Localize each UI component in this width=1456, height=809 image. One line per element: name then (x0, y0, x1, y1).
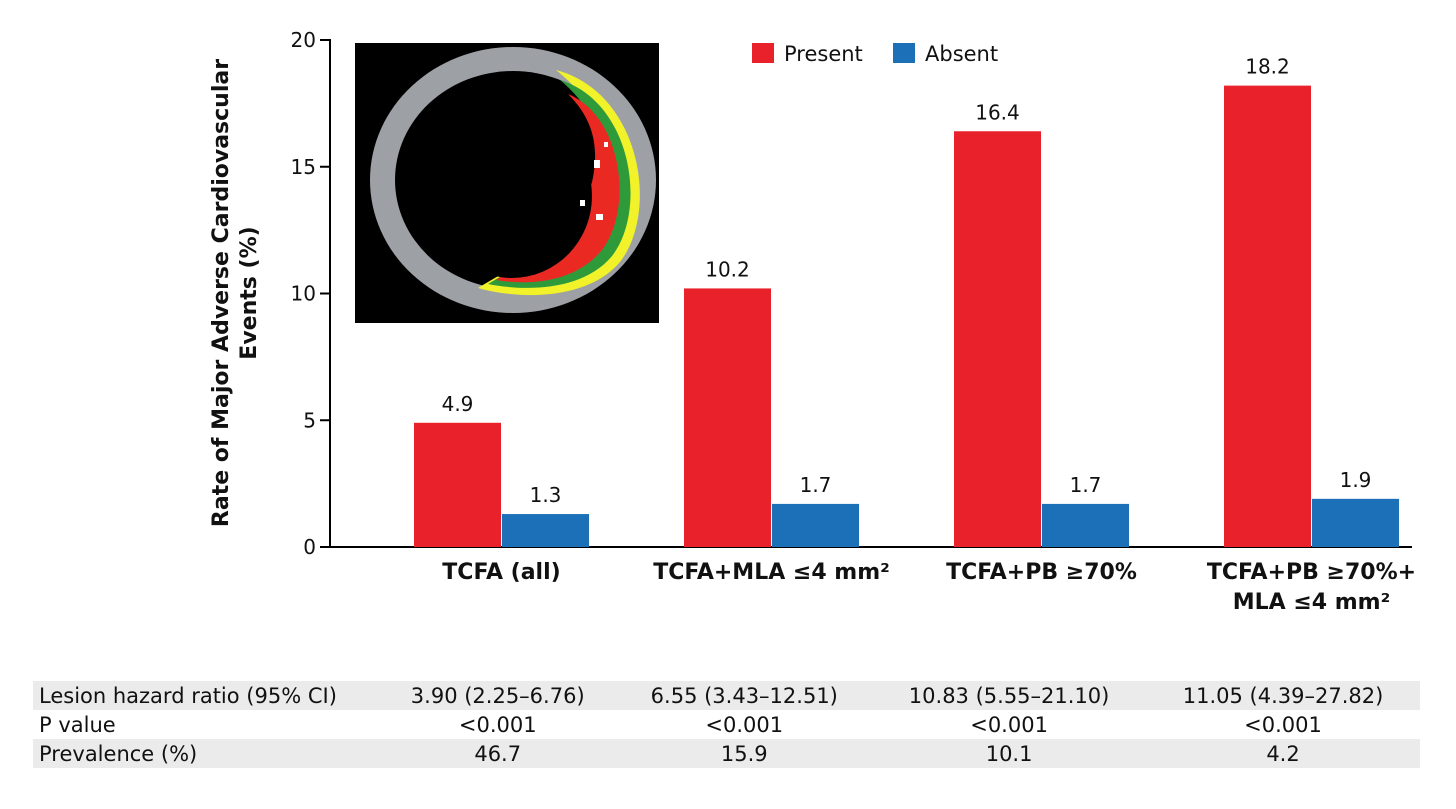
y-axis-title-line: Rate of Major Adverse Cardiovascular (209, 59, 234, 527)
data-label: 10.2 (705, 257, 750, 281)
stats-row: Prevalence (%) 46.7 15.9 10.1 4.2 (33, 739, 1420, 768)
bar-present (1224, 85, 1311, 547)
ivus-cross-section-image (355, 43, 659, 323)
stats-row-label: Lesion hazard ratio (95% CI) (33, 681, 379, 710)
x-category-label: TCFA (all) (442, 560, 560, 585)
bar-absent (772, 503, 859, 547)
legend-label-absent: Absent (925, 42, 998, 66)
bar-chart: 0 5 10 15 20 Rate of Major Adverse Cardiovasc… (209, 28, 1416, 615)
x-category-label: TCFA+PB ≥70% (946, 560, 1137, 585)
legend-swatch-present (752, 43, 774, 63)
statistics-table: Lesion hazard ratio (95% CI) 3.90 (2.25–6… (33, 681, 1420, 768)
y-tick-label: 20 (291, 28, 316, 52)
y-tick-label: 0 (303, 535, 316, 559)
stats-cell: 3.90 (2.25–6.76) (379, 681, 617, 710)
legend-label-present: Present (784, 42, 863, 66)
x-category-label-line: TCFA+MLA ≤4 mm² (653, 560, 890, 585)
stats-cell: <0.001 (705, 712, 784, 737)
bar-present (414, 422, 501, 547)
bar-absent (1312, 498, 1399, 547)
stats-cell: 4.2 (1146, 739, 1420, 768)
data-label: 18.2 (1245, 55, 1290, 79)
stats-cell: 11.05 (4.39–27.82) (1146, 681, 1420, 710)
stats-row-label: Prevalence (%) (33, 739, 379, 768)
data-label: 4.9 (442, 392, 474, 416)
stats-cell: 6.55 (3.43–12.51) (616, 681, 873, 710)
data-label: 1.7 (800, 473, 832, 497)
bar-present (684, 288, 771, 547)
x-category-label-line: TCFA+PB ≥70% (946, 560, 1137, 585)
y-axis-title-line: Events (%) (237, 226, 262, 359)
x-category-label-line: TCFA+PB ≥70%+ (1207, 560, 1416, 585)
stats-row: Lesion hazard ratio (95% CI) 3.90 (2.25–6… (33, 681, 1420, 710)
bar-absent (502, 514, 589, 547)
bar-absent (1042, 503, 1129, 547)
stats-cell: <0.001 (458, 712, 537, 737)
data-label: 1.3 (530, 483, 562, 507)
y-axis-title: Rate of Major Adverse Cardiovascular Even… (209, 59, 262, 527)
stats-cell: 15.9 (616, 739, 873, 768)
x-category-label-line: MLA ≤4 mm² (1233, 590, 1390, 615)
y-tick-label: 5 (303, 408, 316, 432)
bar-present (954, 131, 1041, 547)
stats-row: P value <0.001 <0.001 <0.001 <0.001 (33, 710, 1420, 739)
x-category-label: TCFA+MLA ≤4 mm² (653, 560, 890, 585)
x-category-label: TCFA+PB ≥70%+ MLA ≤4 mm² (1207, 560, 1416, 615)
y-tick-label: 15 (291, 155, 316, 179)
stats-cell: 10.1 (872, 739, 1147, 768)
stats-cell: <0.001 (1244, 712, 1322, 737)
data-label: 1.7 (1070, 473, 1102, 497)
stats-cell: 10.83 (5.55–21.10) (872, 681, 1147, 710)
y-tick-label: 10 (291, 282, 316, 306)
data-label: 1.9 (1340, 468, 1372, 492)
legend-swatch-absent (893, 43, 915, 63)
stats-row-label: P value (39, 712, 116, 737)
stats-cell: 46.7 (379, 739, 617, 768)
stats-cell: <0.001 (970, 712, 1048, 737)
data-label: 16.4 (975, 100, 1020, 124)
x-category-label-line: TCFA (all) (442, 560, 560, 585)
